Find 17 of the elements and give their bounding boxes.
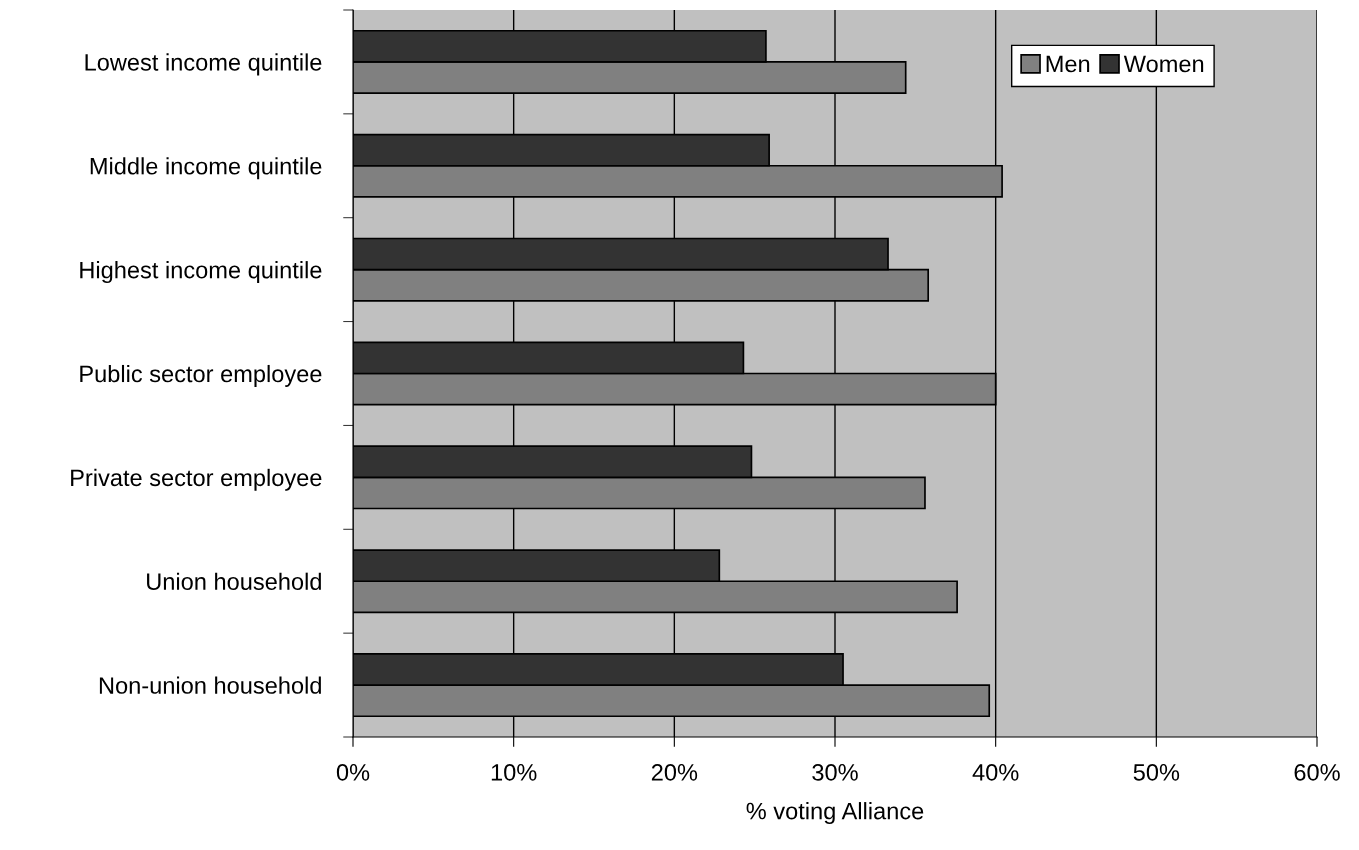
x-tick-label: 40% — [972, 764, 1019, 781]
x-tick-label: 50% — [1133, 764, 1180, 781]
x-tick-label: 10% — [491, 764, 537, 781]
y-tick-label: Non-union household — [99, 676, 321, 694]
y-tick-label: Private sector employee — [71, 468, 322, 491]
x-tick-label: 30% — [812, 764, 858, 781]
x-tick-label: 60% — [1294, 764, 1340, 781]
legend-label: Men — [1046, 55, 1090, 73]
y-tick-label: Middle income quintile — [90, 157, 322, 180]
legend-label: Women — [1123, 55, 1204, 73]
y-tick-label: Union household — [147, 572, 321, 590]
y-tick-label: Lowest income quintile — [85, 53, 322, 76]
y-tick-label: Highest income quintile — [80, 261, 322, 284]
x-tick-label: 20% — [651, 764, 698, 781]
y-tick-label: Public sector employee — [80, 364, 322, 387]
x-axis-title: % voting Alliance — [746, 802, 924, 825]
x-tick-label: 0% — [336, 764, 370, 781]
